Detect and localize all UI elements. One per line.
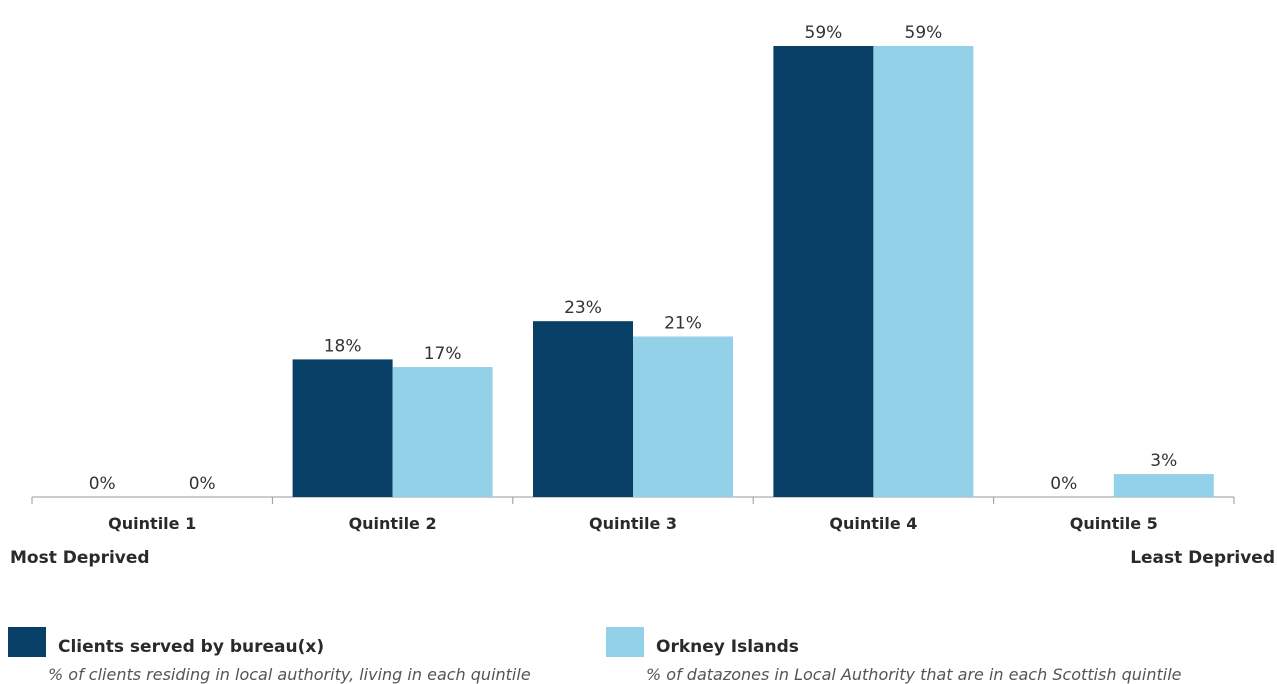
data-label: 0% <box>189 474 216 494</box>
bar-series-2 <box>1113 474 1214 497</box>
legend-swatch-clients <box>8 627 46 657</box>
legend-name-orkney: Orkney Islands <box>656 637 799 657</box>
data-label: 21% <box>664 313 702 333</box>
data-label: 0% <box>89 474 116 494</box>
data-label: 17% <box>424 344 462 364</box>
bar-series-2 <box>392 367 493 497</box>
bar-series-1 <box>292 359 393 497</box>
data-label: 18% <box>324 336 362 356</box>
data-label: 59% <box>905 23 943 43</box>
data-label: 23% <box>564 298 602 318</box>
bar-series-1 <box>773 46 874 497</box>
legend-name-clients: Clients served by bureau(x) <box>58 637 325 657</box>
data-label: 0% <box>1050 474 1077 494</box>
bar-series-1 <box>533 321 633 497</box>
x-tick-label: Quintile 3 <box>589 514 677 533</box>
data-label: 59% <box>805 23 843 43</box>
legend-description-orkney: % of datazones in Local Authority that a… <box>646 665 1182 684</box>
x-tick-label: Quintile 2 <box>349 514 437 533</box>
x-tick-label: Quintile 1 <box>108 514 196 533</box>
bar-series-2 <box>873 46 974 497</box>
x-tick-label: Quintile 4 <box>829 514 917 533</box>
legend-description-clients: % of clients residing in local authority… <box>48 665 531 684</box>
most-deprived-label: Most Deprived <box>10 548 150 568</box>
data-label: 3% <box>1150 451 1177 471</box>
legend-swatch-orkney <box>606 627 644 657</box>
least-deprived-label: Least Deprived <box>1130 548 1275 568</box>
x-tick-label: Quintile 5 <box>1070 514 1158 533</box>
bar-series-2 <box>633 336 733 497</box>
